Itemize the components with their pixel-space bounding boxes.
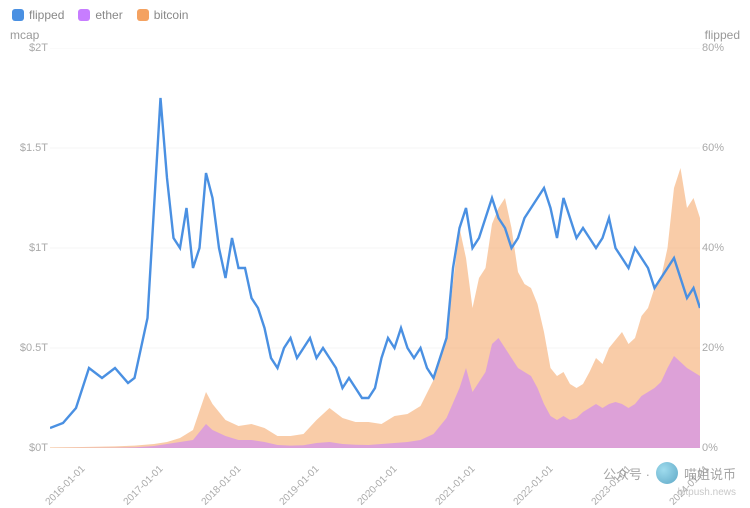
legend-swatch-icon xyxy=(137,9,149,21)
chart-svg xyxy=(50,48,700,448)
chart-container: flipped ether bitcoin mcap flipped $0T $0.5… xyxy=(0,0,750,508)
y-axis-right-title: flipped xyxy=(705,28,740,42)
watermark-prefix: 公众号 · xyxy=(603,464,650,483)
legend: flipped ether bitcoin xyxy=(10,8,740,22)
y-left-tick: $2T xyxy=(6,42,48,54)
y-ticks-right: 0%20%40%60%80% xyxy=(702,48,744,448)
watermark-name: 喵姐说币 xyxy=(684,464,736,483)
y-right-tick: 40% xyxy=(702,242,744,254)
x-tick: 2017-01-01 xyxy=(121,464,165,508)
legend-item-ether[interactable]: ether xyxy=(78,8,122,22)
y-ticks-left: $0T$0.5T$1T$1.5T$2T xyxy=(6,48,48,448)
y-left-tick: $0T xyxy=(6,442,48,454)
x-tick: 2019-01-01 xyxy=(277,464,321,508)
watermark-avatar-icon xyxy=(656,462,678,484)
plot-area xyxy=(50,48,700,448)
x-tick: 2021-01-01 xyxy=(433,464,477,508)
x-tick: 2022-01-01 xyxy=(511,464,555,508)
y-left-tick: $0.5T xyxy=(6,342,48,354)
x-tick: 2018-01-01 xyxy=(199,464,243,508)
legend-item-flipped[interactable]: flipped xyxy=(12,8,64,22)
legend-label: ether xyxy=(95,8,122,22)
y-right-tick: 20% xyxy=(702,342,744,354)
legend-swatch-icon xyxy=(12,9,24,21)
watermark: 公众号 · 喵姐说币 xyxy=(603,462,736,484)
x-tick: 2016-01-01 xyxy=(43,464,87,508)
y-left-tick: $1T xyxy=(6,242,48,254)
watermark-sub: bitpush.news xyxy=(678,487,736,498)
legend-swatch-icon xyxy=(78,9,90,21)
y-left-tick: $1.5T xyxy=(6,142,48,154)
y-right-tick: 60% xyxy=(702,142,744,154)
legend-item-bitcoin[interactable]: bitcoin xyxy=(137,8,189,22)
y-right-tick: 0% xyxy=(702,442,744,454)
legend-label: bitcoin xyxy=(154,8,189,22)
legend-label: flipped xyxy=(29,8,64,22)
y-right-tick: 80% xyxy=(702,42,744,54)
y-axis-left-title: mcap xyxy=(10,28,39,42)
x-tick: 2020-01-01 xyxy=(355,464,399,508)
